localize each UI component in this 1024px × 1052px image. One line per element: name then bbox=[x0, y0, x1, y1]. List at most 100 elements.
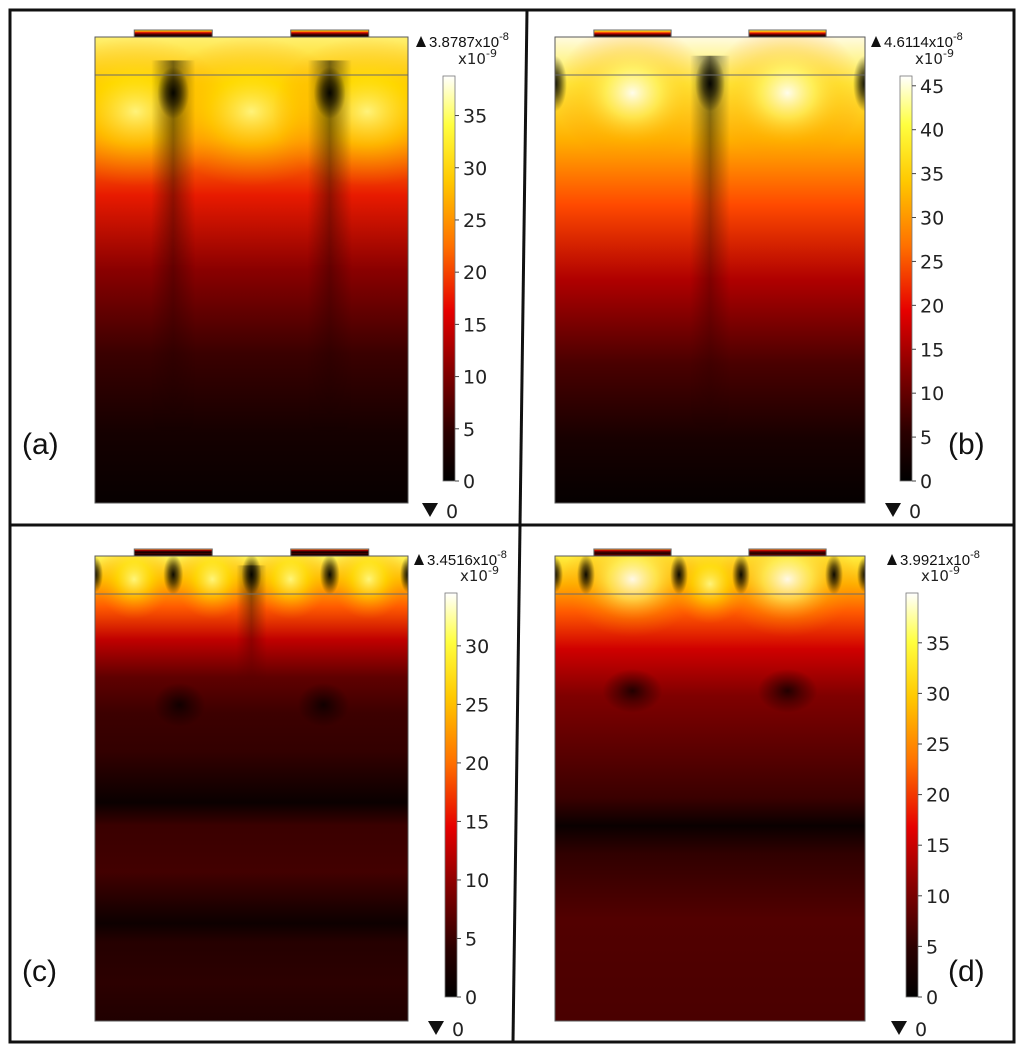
field-map-a bbox=[95, 37, 408, 503]
max-value-label: 3.4516x10-8 bbox=[427, 549, 507, 569]
panels-group: 05101520253035x10-93.8787x10-80(a)051015… bbox=[22, 29, 985, 1041]
field-null bbox=[555, 55, 567, 112]
colorbar-tick-label: 10 bbox=[465, 870, 489, 892]
min-value-label: 0 bbox=[915, 1019, 927, 1041]
field-null bbox=[400, 556, 408, 593]
colorbar-tick-label: 20 bbox=[465, 753, 489, 775]
hot-region bbox=[330, 556, 407, 620]
colorbar-gradient bbox=[905, 592, 919, 998]
colorbar-tick-label: 5 bbox=[463, 419, 475, 441]
min-triangle-icon bbox=[428, 1021, 444, 1035]
min-triangle-icon bbox=[891, 1021, 907, 1035]
colorbar-tick-label: 20 bbox=[463, 262, 487, 284]
colorbar-tick-label: 35 bbox=[920, 164, 944, 186]
hot-region bbox=[252, 556, 329, 620]
field-null bbox=[857, 556, 865, 593]
hot-region bbox=[272, 37, 408, 187]
field-null bbox=[602, 668, 663, 713]
field-null bbox=[313, 66, 346, 119]
colorbar-tick-label: 10 bbox=[920, 383, 944, 405]
colorbar-multiplier: x10-9 bbox=[921, 564, 960, 585]
colorbar-tick-label: 15 bbox=[926, 835, 950, 857]
max-value-label: 3.8787x10-8 bbox=[429, 31, 509, 51]
hot-region bbox=[555, 37, 710, 163]
field-outline bbox=[94, 36, 409, 504]
colorbar-gradient bbox=[899, 75, 913, 482]
colorbar-tick-label: 5 bbox=[920, 427, 932, 449]
max-triangle-icon bbox=[887, 554, 897, 565]
colorbar-gradient bbox=[444, 592, 458, 998]
electrode-1 bbox=[133, 548, 213, 557]
panel-label: (d) bbox=[948, 955, 985, 988]
field-null bbox=[825, 556, 843, 595]
max-value-base: 4.6114x10 bbox=[884, 34, 953, 51]
colorbar-multiplier: x10-9 bbox=[460, 564, 499, 585]
panel-label: (c) bbox=[22, 955, 57, 988]
field-outline bbox=[94, 555, 409, 1022]
min-value-label: 0 bbox=[452, 1019, 464, 1041]
colorbar-tick-label: 10 bbox=[926, 886, 950, 908]
panel-a: 0 5 10 15 20 25 30 35 x10-93.8787x10-8 0 (a) bbox=[22, 29, 509, 523]
max-triangle-icon bbox=[414, 554, 424, 565]
panel-d: 0 5 10 15 20 25 30 35 x10-93.9921x10-8 0 (d) bbox=[554, 548, 985, 1041]
colorbar-tick-label: 35 bbox=[463, 106, 487, 128]
dark-column bbox=[690, 55, 730, 429]
min-value-label: 0 bbox=[446, 501, 458, 523]
colorbar-tick-label: 20 bbox=[926, 785, 950, 807]
colorbar: 0 5 10 15 20 25 30 35 x10-93.9921x10-8 0 bbox=[887, 549, 980, 1041]
electrode-1 bbox=[133, 29, 213, 38]
colorbar: 0 5 10 15 20 25 30 x10-93.4516x10-8 0 bbox=[414, 549, 507, 1041]
field-null bbox=[670, 556, 688, 595]
min-value-label: 0 bbox=[909, 501, 921, 523]
dark-column bbox=[236, 565, 267, 682]
hot-region bbox=[670, 556, 750, 624]
colorbar-tick-label: 20 bbox=[920, 295, 944, 317]
field-background bbox=[555, 556, 865, 1021]
max-value-exponent: -8 bbox=[497, 549, 507, 561]
multiplier-exponent: -9 bbox=[943, 47, 954, 60]
panel-label: (a) bbox=[22, 428, 59, 461]
multiplier-base: x10 bbox=[460, 567, 488, 585]
colorbar-tick-label: 45 bbox=[920, 76, 944, 98]
dark-column bbox=[151, 60, 196, 434]
multiplier-base: x10 bbox=[921, 567, 949, 585]
field-null bbox=[732, 556, 750, 595]
colorbar-tick-label: 15 bbox=[463, 314, 487, 336]
max-value-label: 4.6114x10-8 bbox=[884, 31, 963, 51]
field-null bbox=[853, 55, 865, 112]
max-value-exponent: -8 bbox=[499, 31, 509, 43]
colorbar: 0 5 10 15 20 25 30 35 40 45 x10-94.6114x10-8 0 bbox=[871, 31, 963, 523]
hot-region bbox=[174, 556, 251, 620]
dark-column bbox=[307, 60, 352, 434]
multiplier-exponent: -9 bbox=[486, 47, 497, 60]
hot-region bbox=[718, 556, 857, 638]
colorbar-gradient bbox=[442, 75, 456, 482]
colorbar-tick-label: 0 bbox=[463, 471, 475, 493]
field-map-d bbox=[555, 556, 865, 1021]
colorbar-tick-label: 15 bbox=[920, 339, 944, 361]
max-value-label: 3.9921x10-8 bbox=[900, 549, 980, 569]
colorbar-tick-label: 35 bbox=[926, 633, 950, 655]
field-map-c bbox=[95, 556, 408, 1021]
multiplier-exponent: -9 bbox=[488, 564, 499, 577]
electrode-2 bbox=[290, 29, 370, 38]
field-outline bbox=[554, 36, 866, 504]
panel-c: 0 5 10 15 20 25 30 x10-93.4516x10-8 0 (c) bbox=[22, 548, 507, 1041]
vertical-divider bbox=[511, 9, 529, 1043]
field-null bbox=[297, 682, 350, 727]
colorbar-tick-label: 5 bbox=[926, 936, 938, 958]
electrode-1 bbox=[593, 29, 672, 38]
field-null bbox=[577, 556, 595, 595]
colorbar-tick-label: 25 bbox=[463, 210, 487, 232]
multiplier-exponent: -9 bbox=[949, 564, 960, 577]
colorbar-tick-label: 30 bbox=[465, 636, 489, 658]
max-value-exponent: -8 bbox=[970, 549, 980, 561]
multiplier-base: x10 bbox=[458, 50, 486, 68]
field-null bbox=[319, 556, 340, 595]
colorbar-tick-label: 5 bbox=[465, 928, 477, 950]
panel-b: 0 5 10 15 20 25 30 35 40 45 x10-94.6114x10-8 0 (b) bbox=[554, 29, 985, 523]
colorbar: 0 5 10 15 20 25 30 35 x10-93.8787x10-8 0 bbox=[416, 31, 509, 523]
max-value-base: 3.4516x10 bbox=[427, 552, 497, 569]
max-triangle-icon bbox=[871, 36, 881, 47]
